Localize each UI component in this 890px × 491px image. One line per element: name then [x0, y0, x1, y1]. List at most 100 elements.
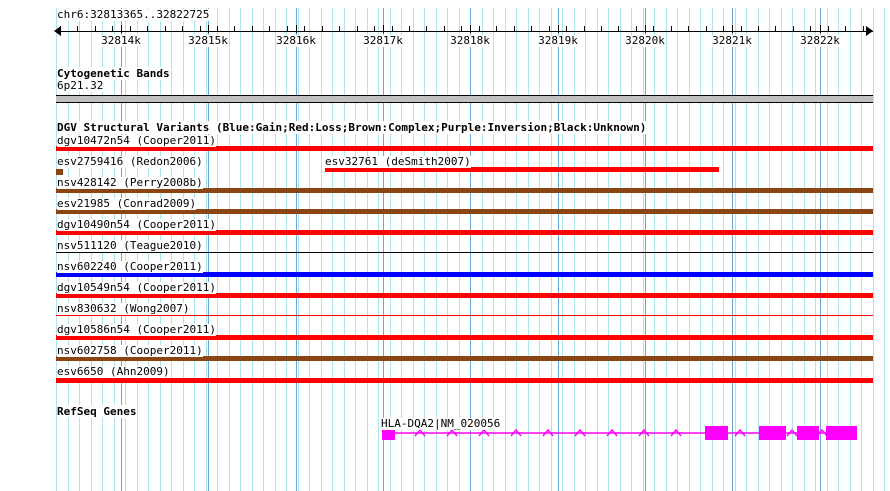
ruler-tick-minor [636, 26, 637, 32]
gridline-minor [723, 8, 724, 491]
gridline-minor [217, 8, 218, 491]
ruler-tick-minor [775, 26, 776, 32]
dgv-variant-bar[interactable] [56, 169, 63, 175]
dgv-variant-bar[interactable] [56, 293, 873, 298]
dgv-track-label: dgv10586n54 (Cooper2011) [57, 323, 216, 336]
ruler-tick-minor [130, 26, 131, 32]
gridline-minor [850, 8, 851, 491]
ruler-tick-major [208, 25, 209, 33]
dgv-track-label: esv6650 (Ahn2009) [57, 365, 170, 378]
gridline-major [645, 8, 646, 491]
ruler-tick-minor [863, 26, 864, 32]
coordinate-range-label: chr6:32813365..32822725 [57, 8, 210, 21]
dgv-variant-bar[interactable] [56, 335, 873, 340]
ruler-tick-minor [828, 26, 829, 32]
dgv-track-label: dgv10549n54 (Cooper2011) [57, 281, 216, 294]
dgv-variant-bar[interactable] [56, 252, 873, 253]
gridline-minor [884, 8, 885, 491]
ruler-tick-major [296, 25, 297, 33]
gridline-minor [528, 8, 529, 491]
ruler-tick-major [121, 25, 122, 33]
gene-exon-box[interactable] [759, 426, 786, 440]
ruler-tick-minor [60, 26, 61, 32]
ruler-tick-minor [234, 26, 235, 32]
ruler-tick-label: 32820k [625, 34, 665, 47]
ruler-tick-minor [601, 26, 602, 32]
gridline-minor [781, 8, 782, 491]
dgv-variant-bar[interactable] [325, 167, 719, 172]
gridline-minor [804, 8, 805, 491]
ruler-tick-minor [339, 26, 340, 32]
gene-strand-chevron-icon [670, 428, 682, 437]
dgv-variant-bar[interactable] [56, 272, 873, 277]
gridline-minor [309, 8, 310, 491]
ruler-tick-minor [514, 26, 515, 32]
gridline-minor [367, 8, 368, 491]
ruler-tick-minor [322, 26, 323, 32]
gridline-minor [712, 8, 713, 491]
dgv-variant-bar[interactable] [56, 378, 873, 383]
gene-exon-box[interactable] [705, 426, 728, 440]
ruler-tick-minor [845, 26, 846, 32]
gridline-major [208, 8, 209, 491]
gridline-minor [838, 8, 839, 491]
ruler-tick-minor [741, 26, 742, 32]
ruler-tick-minor [723, 26, 724, 32]
gridline-minor [252, 8, 253, 491]
gridline-minor [666, 8, 667, 491]
ruler-tick-minor [182, 26, 183, 32]
ruler-tick-minor [444, 26, 445, 32]
gridline-major [732, 8, 733, 491]
gridline-major [820, 8, 821, 491]
ruler-tick-minor [584, 26, 585, 32]
gridline-minor [677, 8, 678, 491]
ruler-tick-label: 32815k [188, 34, 228, 47]
ruler-tick-minor [392, 26, 393, 32]
gridline-minor [758, 8, 759, 491]
ruler-tick-minor [793, 26, 794, 32]
gridline-minor [516, 8, 517, 491]
cytogenetic-bands-title: Cytogenetic Bands [57, 67, 170, 80]
gene-strand-chevron-icon [638, 428, 650, 437]
ruler-tick-minor [688, 26, 689, 32]
gridline-minor [332, 8, 333, 491]
cytoband-bar[interactable] [56, 95, 873, 103]
ruler-tick-label: 32816k [276, 34, 316, 47]
ruler-tick-minor [426, 26, 427, 32]
ruler-tick-label: 32818k [450, 34, 490, 47]
dgv-track-label: esv2759416 (Redon2006) [57, 155, 203, 168]
gene-exon-box[interactable] [826, 426, 857, 440]
dgv-variant-bar[interactable] [56, 209, 873, 214]
gridline-minor [206, 8, 207, 491]
coordinate-ruler: chr6:32813365..32822725 32814k 32815k 3281… [0, 0, 890, 56]
ruler-tick-minor [287, 26, 288, 32]
ruler-tick-minor [653, 26, 654, 32]
gene-strand-chevron-icon [414, 428, 426, 437]
dgv-variant-bar[interactable] [56, 356, 873, 361]
gridline-minor [815, 8, 816, 491]
dgv-variant-bar[interactable] [56, 230, 873, 235]
gridline-minor [551, 8, 552, 491]
dgv-track-label: nsv428142 (Perry2008b) [57, 176, 203, 189]
gridline-minor [321, 8, 322, 491]
gene-exon-box[interactable] [797, 426, 819, 440]
refseq-genes-title: RefSeq Genes [57, 405, 137, 418]
gridline-major [296, 8, 297, 491]
gridline-minor [620, 8, 621, 491]
dgv-variant-bar[interactable] [56, 315, 873, 316]
gridline-minor [355, 8, 356, 491]
dgv-variant-bar[interactable] [56, 146, 873, 151]
gridline-minor [654, 8, 655, 491]
gridline-minor [585, 8, 586, 491]
dgv-variant-bar[interactable] [56, 188, 873, 193]
ruler-tick-minor [479, 26, 480, 32]
ruler-tick-major [383, 25, 384, 33]
gridline-minor [689, 8, 690, 491]
ruler-tick-minor [758, 26, 759, 32]
gene-strand-chevron-icon [574, 428, 586, 437]
gridline-minor [344, 8, 345, 491]
ruler-tick-minor [200, 26, 201, 32]
gridline-minor [643, 8, 644, 491]
gridline-minor [263, 8, 264, 491]
